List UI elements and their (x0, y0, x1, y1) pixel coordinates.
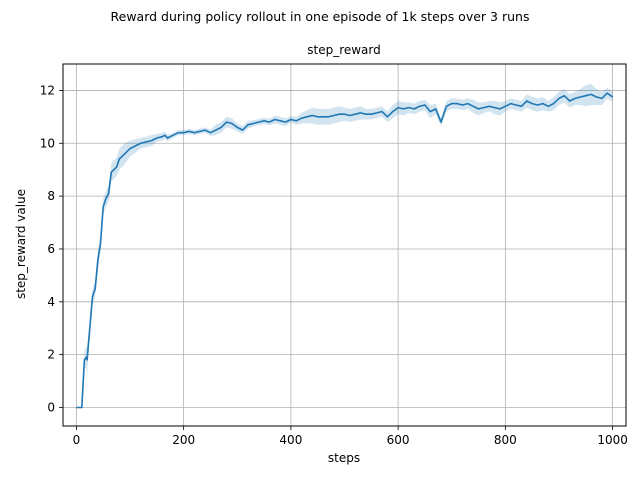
y-tick-label: 4 (47, 295, 55, 309)
x-tick-label: 200 (172, 433, 195, 447)
y-tick-label: 6 (47, 242, 55, 256)
chart-suptitle: Reward during policy rollout in one epis… (111, 9, 530, 24)
y-tick-label: 0 (47, 401, 55, 415)
x-tick-label: 0 (73, 433, 81, 447)
ticks: 0 200 400 600 800 1000 0 2 4 6 8 10 12 (40, 83, 628, 447)
x-tick-label: 400 (279, 433, 302, 447)
y-axis-label: step_reward value (14, 189, 28, 299)
chart-title: step_reward (307, 43, 381, 57)
y-tick-label: 12 (40, 83, 55, 97)
series-line (76, 92, 614, 409)
plot-frame (62, 63, 627, 427)
y-tick-label: 10 (40, 136, 55, 150)
series-line-group (76, 92, 614, 409)
x-axis-label: steps (328, 451, 360, 465)
x-tick-label: 1000 (597, 433, 628, 447)
y-tick-label: 2 (47, 348, 55, 362)
x-tick-label: 800 (494, 433, 517, 447)
y-tick-label: 8 (47, 189, 55, 203)
grid (63, 64, 626, 426)
x-tick-label: 600 (387, 433, 410, 447)
